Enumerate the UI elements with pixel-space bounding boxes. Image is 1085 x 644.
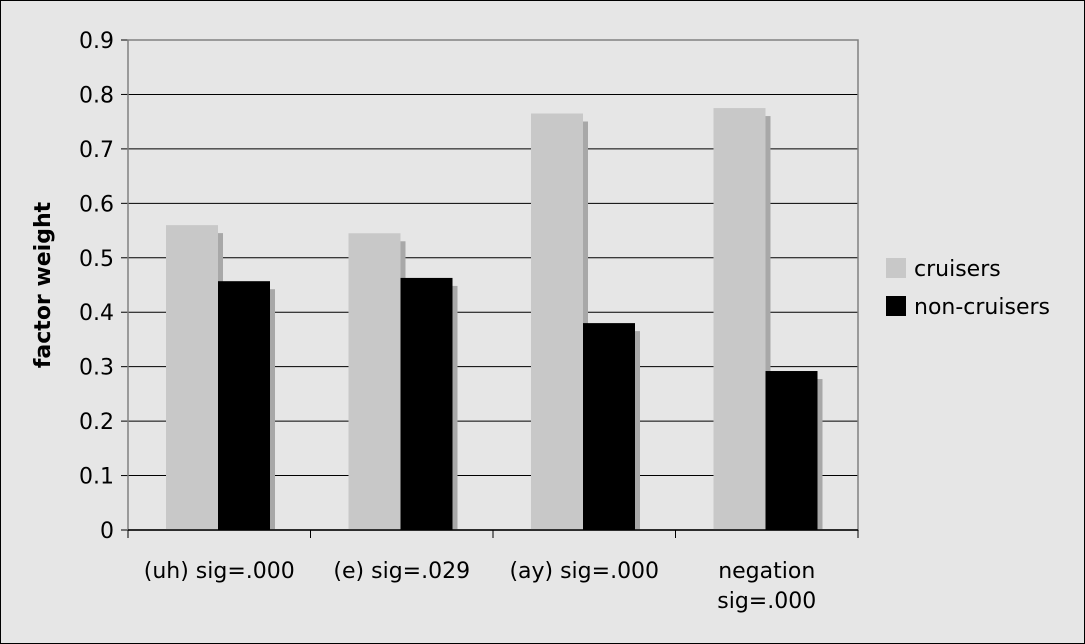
legend-swatch: [886, 296, 906, 316]
bar-non-cruisers: [400, 277, 453, 530]
x-tick-label: (uh) sig=.000: [144, 559, 295, 584]
legend-label: non-cruisers: [914, 295, 1050, 320]
bar-cruisers: [713, 108, 766, 531]
y-tick-label: 0.5: [79, 247, 114, 272]
x-tick-label: (e) sig=.029: [333, 559, 470, 584]
y-axis-title: factor weight: [31, 201, 56, 368]
bar-non-cruisers: [765, 371, 818, 530]
y-tick-label: 0.2: [79, 410, 114, 435]
bar-non-cruisers: [583, 323, 635, 530]
y-tick-label: 0.9: [79, 29, 114, 54]
bar-cruisers: [531, 113, 583, 530]
y-tick-label: 0.8: [79, 83, 114, 108]
x-tick-label: negation: [718, 559, 815, 584]
x-tick-label: (ay) sig=.000: [509, 559, 659, 584]
y-tick-label: 0.7: [79, 138, 114, 163]
y-tick-label: 0: [100, 519, 114, 544]
bar-cruisers: [166, 225, 218, 530]
y-tick-label: 0.3: [79, 356, 114, 381]
bar-cruisers: [348, 233, 401, 530]
y-tick-label: 0.1: [79, 465, 114, 490]
legend-swatch: [886, 258, 906, 278]
bar-non-cruisers: [218, 281, 270, 530]
legend-label: cruisers: [914, 257, 1001, 282]
x-tick-label: sig=.000: [717, 589, 816, 614]
y-tick-label: 0.4: [79, 301, 114, 326]
y-tick-label: 0.6: [79, 192, 114, 217]
